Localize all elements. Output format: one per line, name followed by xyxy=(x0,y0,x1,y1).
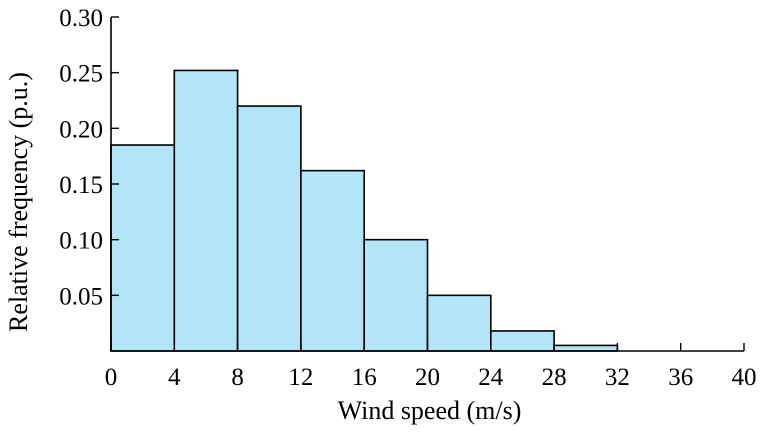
x-tick-label: 24 xyxy=(478,364,504,391)
histogram-bar-24-28 xyxy=(489,330,555,352)
x-tick-label: 20 xyxy=(415,364,440,391)
y-tick-label: 0.15 xyxy=(59,172,103,199)
histogram-bar-16-20 xyxy=(363,238,429,352)
x-tick-label: 40 xyxy=(732,364,757,391)
histogram-bar-12-16 xyxy=(300,169,365,352)
histogram-bar-4-8 xyxy=(173,69,239,352)
x-tick-label: 32 xyxy=(605,364,630,391)
y-tick-label: 0.05 xyxy=(59,283,103,310)
x-tick-label: 28 xyxy=(542,364,567,391)
histogram-bar-8-12 xyxy=(236,105,302,352)
x-tick-label: 12 xyxy=(288,364,313,391)
histogram-bar-0-4 xyxy=(110,144,176,352)
histogram-bar-20-24 xyxy=(426,294,492,352)
x-tick-label: 4 xyxy=(168,364,181,391)
histogram-bar-28-32 xyxy=(553,344,619,352)
y-tick-label: 0.30 xyxy=(59,5,103,32)
x-axis-title: Wind speed (m/s) xyxy=(338,396,522,425)
bars-group xyxy=(110,69,619,352)
y-axis-title: Relative frequency (p.u.) xyxy=(4,72,33,332)
y-ticks-group: 0.05 0.10 0.15 0.20 0.25 0.30 xyxy=(59,5,119,310)
x-tick-label: 36 xyxy=(668,364,693,391)
y-tick-label: 0.25 xyxy=(59,61,103,88)
x-tick-label: 16 xyxy=(352,364,377,391)
x-tick-label: 0 xyxy=(105,364,118,391)
x-tick-label: 8 xyxy=(231,364,244,391)
x-ticks-group: 0 4 8 12 16 20 24 28 32 36 40 xyxy=(105,343,757,391)
y-tick-label: 0.20 xyxy=(59,116,103,143)
y-tick-label: 0.10 xyxy=(59,228,103,255)
